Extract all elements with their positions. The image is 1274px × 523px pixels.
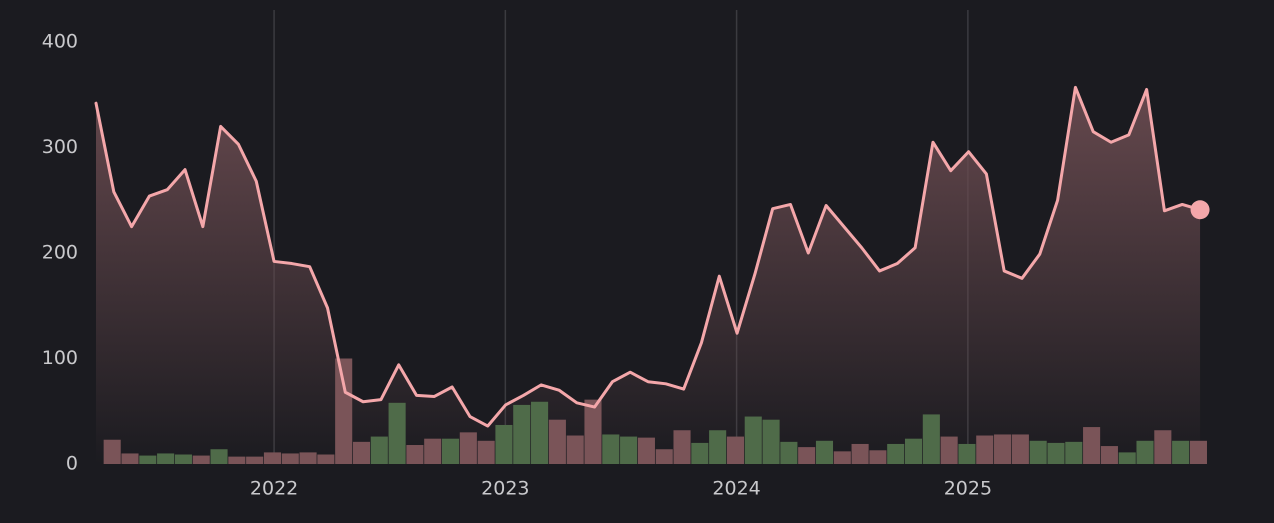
bar bbox=[281, 453, 299, 464]
bar bbox=[744, 416, 762, 464]
bar bbox=[726, 436, 744, 464]
bar bbox=[940, 436, 958, 464]
bar bbox=[121, 453, 139, 464]
bar bbox=[263, 452, 282, 464]
bar bbox=[798, 447, 816, 464]
bar bbox=[299, 452, 317, 464]
bar bbox=[388, 402, 406, 464]
bar bbox=[192, 455, 210, 464]
y-tick-label: 300 bbox=[42, 136, 78, 158]
y-tick-label: 0 bbox=[66, 453, 78, 475]
bar bbox=[157, 453, 175, 464]
end-point bbox=[1190, 200, 1210, 220]
bar bbox=[655, 449, 673, 464]
bar bbox=[1172, 440, 1190, 464]
bar bbox=[317, 454, 335, 464]
area bbox=[96, 87, 1201, 465]
bar bbox=[548, 419, 566, 464]
bar bbox=[531, 401, 549, 464]
bar bbox=[352, 441, 371, 464]
bar bbox=[228, 456, 246, 464]
bar bbox=[1047, 442, 1065, 464]
bar bbox=[958, 443, 976, 464]
x-tick-label: 2025 bbox=[944, 478, 992, 500]
bar bbox=[1083, 427, 1101, 464]
bar bbox=[887, 443, 905, 464]
bar bbox=[691, 442, 709, 464]
bar bbox=[1136, 440, 1154, 464]
bar bbox=[762, 419, 780, 464]
bar bbox=[833, 451, 851, 464]
bar-layer bbox=[103, 358, 1207, 464]
bar bbox=[1189, 440, 1207, 464]
line bbox=[94, 85, 1202, 428]
bar bbox=[780, 441, 798, 464]
x-tick-label: 2023 bbox=[481, 478, 529, 500]
bar bbox=[1118, 452, 1136, 464]
bar bbox=[1065, 441, 1083, 464]
bar bbox=[335, 358, 353, 464]
x-tick-label: 2024 bbox=[712, 478, 760, 500]
bar bbox=[1011, 434, 1029, 464]
bar bbox=[1100, 446, 1118, 464]
bar bbox=[139, 455, 157, 464]
bar bbox=[602, 434, 620, 464]
bar bbox=[566, 435, 584, 464]
bar bbox=[441, 438, 460, 464]
bar bbox=[174, 454, 192, 464]
y-tick-label: 400 bbox=[42, 31, 78, 53]
y-tick-label: 100 bbox=[42, 347, 78, 369]
bar bbox=[246, 456, 264, 464]
y-tick-label: 200 bbox=[42, 242, 78, 264]
bar bbox=[851, 443, 869, 464]
bar bbox=[637, 437, 655, 464]
axis-labels: 0 100 200 300 400 2022 2023 2024 2025 bbox=[42, 31, 992, 500]
bar bbox=[994, 434, 1012, 464]
bar bbox=[976, 435, 994, 464]
bar bbox=[620, 436, 638, 464]
bar bbox=[459, 432, 477, 464]
bar bbox=[904, 438, 923, 464]
bar bbox=[210, 449, 228, 464]
bar bbox=[922, 414, 940, 464]
bar bbox=[495, 424, 513, 464]
bar bbox=[1154, 430, 1172, 464]
bar bbox=[406, 445, 424, 464]
bar bbox=[869, 450, 887, 464]
bar bbox=[103, 439, 121, 464]
bar bbox=[673, 430, 691, 464]
bar bbox=[370, 436, 388, 464]
bar bbox=[477, 440, 495, 464]
x-tick-label: 2022 bbox=[250, 478, 298, 500]
bar bbox=[1029, 440, 1047, 464]
bar bbox=[513, 404, 531, 464]
bar bbox=[424, 438, 442, 464]
bar bbox=[815, 440, 834, 464]
bar bbox=[709, 430, 727, 464]
bar bbox=[584, 399, 602, 464]
area-layer bbox=[96, 87, 1201, 465]
line-layer bbox=[94, 85, 1210, 428]
